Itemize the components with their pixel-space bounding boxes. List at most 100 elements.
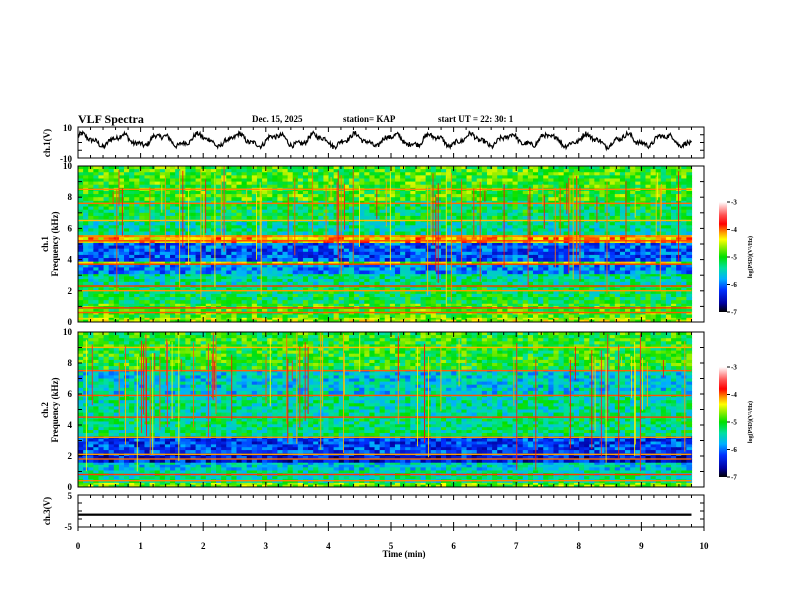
- spectrogram-cell: [394, 225, 401, 229]
- spectrogram-cell: [159, 267, 166, 272]
- spectrogram-cell: [420, 264, 427, 268]
- spectrogram-cell: [139, 209, 146, 214]
- spectrogram-cell: [78, 317, 84, 321]
- spectrogram-cell: [333, 270, 340, 275]
- spectrogram-cell: [195, 231, 202, 236]
- spectrogram-cell: [400, 297, 406, 301]
- spectrogram-cell: [384, 270, 391, 275]
- spectrogram-cell: [400, 248, 406, 253]
- spectrogram-cell: [144, 212, 151, 217]
- spectrogram-cell: [497, 311, 503, 316]
- spectrogram-cell: [430, 242, 437, 247]
- spectrogram-cell: [456, 279, 463, 283]
- spectrogram-cell: [108, 314, 115, 318]
- spectrogram-cell: [175, 281, 181, 286]
- spectrogram-cell: [440, 311, 447, 316]
- spectrogram-cell: [640, 251, 647, 256]
- spectrogram-cell: [313, 228, 319, 233]
- spectrogram-cell: [159, 215, 166, 220]
- spectrogram-cell: [630, 270, 636, 275]
- spectrogram-cell: [492, 231, 498, 236]
- spectrogram-cell: [384, 261, 391, 265]
- spectrogram-cell: [318, 203, 324, 208]
- spectrogram-cell: [282, 248, 289, 253]
- spectrogram-cell: [175, 254, 181, 259]
- spectrogram-cell: [144, 264, 151, 268]
- spectrogram-cell: [568, 281, 575, 286]
- spectrogram-cell: [333, 308, 340, 313]
- spectrogram-cell: [149, 281, 156, 286]
- spectrogram-cell: [226, 254, 232, 259]
- spectrogram-cell: [149, 254, 156, 259]
- spectrogram-cell: [139, 245, 146, 250]
- spectrogram-cell: [492, 287, 498, 292]
- spectrogram-cell: [543, 293, 549, 298]
- spectrogram-cell: [118, 287, 125, 292]
- spectrogram-cell: [492, 303, 498, 307]
- spectrogram-cell: [282, 281, 289, 286]
- spectrogram-cell: [190, 276, 197, 280]
- spectrogram-cell: [471, 319, 478, 322]
- spectrogram-cell: [420, 319, 427, 322]
- spectrogram-cell: [359, 200, 365, 204]
- spectrogram-cell: [200, 248, 207, 253]
- spectrogram-cell: [333, 267, 340, 272]
- spectrogram-cell: [579, 261, 585, 265]
- spectrogram-cell: [553, 242, 560, 247]
- spectrogram-cell: [476, 258, 483, 262]
- spectrogram-cell: [645, 212, 652, 217]
- spectrogram-cell: [507, 245, 514, 250]
- spectrogram-cell: [619, 245, 626, 250]
- spectrogram-cell: [282, 215, 289, 220]
- spectrogram-cell: [93, 267, 100, 272]
- spectrogram-cell: [308, 270, 314, 275]
- spectrogram-cell: [389, 317, 396, 321]
- spectrogram-cell: [420, 200, 427, 204]
- spectrogram-cell: [323, 276, 330, 280]
- spectrogram-cell: [497, 258, 503, 262]
- spectrogram-cell: [364, 267, 370, 272]
- spectrogram-cell: [134, 209, 140, 214]
- spectrogram-cell: [400, 200, 406, 204]
- spectrogram-cell: [205, 248, 212, 253]
- spectrogram-cell: [665, 281, 672, 286]
- spectrogram-cell: [200, 279, 207, 283]
- spectrogram-cell: [533, 279, 539, 283]
- spectrogram-cell: [98, 258, 105, 262]
- spectrogram-cell: [456, 251, 463, 256]
- spectrogram-cell: [512, 254, 519, 259]
- spectrogram-cell: [389, 314, 396, 318]
- spectrogram-cell: [134, 290, 140, 295]
- spectrogram-cell: [287, 293, 294, 298]
- spectrogram-cell: [277, 215, 284, 220]
- spectrogram-cell: [359, 317, 365, 321]
- spectrogram-cell: [394, 273, 401, 277]
- spectrogram-cell: [548, 222, 555, 226]
- spectrogram-cell: [282, 308, 289, 313]
- spectrogram-cell: [379, 293, 386, 298]
- spectrogram-cell: [614, 264, 621, 268]
- spectrogram-cell: [466, 270, 473, 275]
- spectrogram-cell: [277, 273, 284, 277]
- spectrogram-cell: [308, 212, 314, 217]
- spectrogram-cell: [354, 215, 360, 220]
- spectrogram-cell: [389, 311, 396, 316]
- spectrogram-cell: [420, 311, 427, 316]
- spectrogram-cell: [676, 261, 682, 265]
- spectrogram-cell: [512, 311, 519, 316]
- spectrogram-cell: [686, 293, 693, 298]
- spectrogram-cell: [558, 261, 565, 265]
- spectrogram-cell: [144, 251, 151, 256]
- spectrogram-cell: [589, 314, 595, 318]
- ch1-ytick-bottom: -10: [60, 154, 72, 164]
- spectrogram-cell: [589, 273, 595, 277]
- spectrogram-cell: [164, 290, 171, 295]
- spectrogram-cell: [435, 267, 442, 272]
- spectrogram-cell: [507, 264, 514, 268]
- spectrogram-cell: [93, 264, 100, 268]
- spectrogram-cell: [354, 254, 360, 259]
- spectrogram-cell: [124, 279, 130, 283]
- spectrogram-cell: [210, 300, 217, 304]
- spectrogram-cell: [415, 237, 422, 241]
- spectrogram-cell: [665, 276, 672, 280]
